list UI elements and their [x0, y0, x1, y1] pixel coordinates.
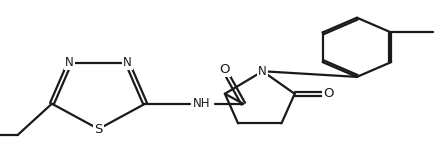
Text: NH: NH	[193, 97, 210, 110]
Text: O: O	[219, 63, 230, 76]
Text: N: N	[123, 56, 132, 69]
Text: N: N	[258, 65, 267, 78]
Text: O: O	[324, 87, 334, 100]
Text: N: N	[65, 56, 74, 69]
Text: S: S	[94, 123, 103, 136]
